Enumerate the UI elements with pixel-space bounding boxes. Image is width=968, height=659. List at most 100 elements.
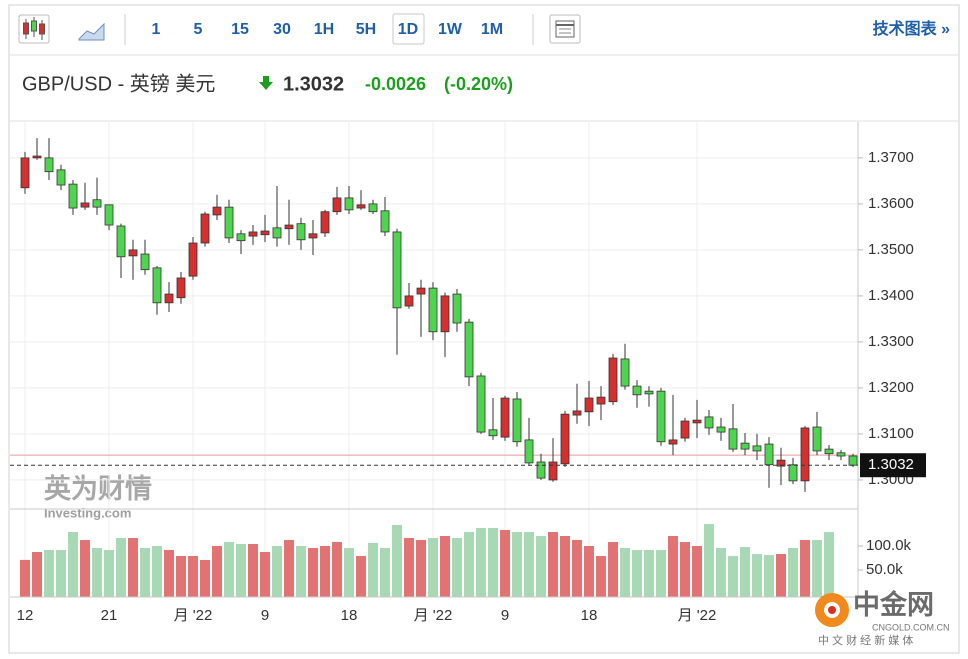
volume-bar xyxy=(272,546,282,597)
candle-body xyxy=(404,295,414,307)
volume-bar xyxy=(464,531,474,597)
interval-button[interactable]: 1H xyxy=(314,21,334,38)
candle-body xyxy=(356,204,366,209)
candle-body xyxy=(524,439,534,464)
volume-bar xyxy=(116,537,126,597)
candle-body xyxy=(764,443,774,466)
volume-bar xyxy=(452,537,462,597)
candle-body xyxy=(548,461,558,481)
y-tick-label: 1.3300 xyxy=(868,333,914,350)
candle-body xyxy=(656,390,666,443)
candle-body xyxy=(248,231,258,237)
candle-body xyxy=(368,203,378,213)
candle-body xyxy=(176,277,186,299)
table-icon[interactable] xyxy=(549,14,581,44)
plot xyxy=(10,122,858,597)
candle-body xyxy=(728,428,738,450)
candle-body xyxy=(80,202,90,208)
volume-bar xyxy=(512,531,522,597)
candle-body xyxy=(416,287,426,295)
candle-body xyxy=(284,224,294,230)
candle-body xyxy=(572,410,582,416)
interval-button[interactable]: 15 xyxy=(231,21,249,38)
candle-body xyxy=(488,429,498,437)
candle-body xyxy=(464,321,474,378)
symbol: GBP/USD - 英镑 美元 xyxy=(22,72,215,95)
candle-body xyxy=(812,426,822,452)
area-icon[interactable] xyxy=(78,22,105,41)
y-tick-label: 1.3500 xyxy=(868,241,914,258)
volume-bar xyxy=(716,548,726,597)
down-arrow xyxy=(259,76,273,90)
candle-body xyxy=(836,452,846,457)
technical-chart-link[interactable]: 技术图表 » xyxy=(873,19,950,38)
watermark-brand-en: Investing.com xyxy=(44,505,131,520)
interval-button[interactable]: 1W xyxy=(438,21,463,38)
x-tick-label: 月 '22 xyxy=(414,607,453,624)
y-tick-label: 1.3700 xyxy=(868,149,914,166)
candle-body xyxy=(608,357,618,403)
volume-bar xyxy=(356,555,366,597)
candle-body xyxy=(476,375,486,433)
x-tick-label: 9 xyxy=(261,607,269,624)
candle-body xyxy=(824,448,834,455)
candle-body xyxy=(236,233,246,242)
interval-button[interactable]: 1D xyxy=(398,21,418,38)
volume-bar xyxy=(416,540,426,597)
change-pct: (-0.20%) xyxy=(444,74,513,94)
candle-body xyxy=(680,420,690,439)
candle-body xyxy=(344,197,354,211)
volume-bar xyxy=(812,540,822,597)
volume-bar xyxy=(572,540,582,597)
volume-bar xyxy=(680,542,690,597)
volume-bar xyxy=(380,548,390,597)
volume-bar xyxy=(776,554,786,597)
volume-bar xyxy=(200,560,210,597)
volume-bar xyxy=(632,549,642,597)
candle-icon[interactable] xyxy=(18,14,50,44)
candle-body xyxy=(68,183,78,209)
volume-bar xyxy=(788,548,798,597)
candle-body xyxy=(536,461,546,479)
candle-body xyxy=(224,206,234,239)
volume-bar xyxy=(548,531,558,597)
x-tick-label: 月 '22 xyxy=(174,607,213,624)
volume-bar xyxy=(656,549,666,597)
site-tagline: 中 文 财 经 新 媒 体 xyxy=(818,633,913,647)
candle-body xyxy=(128,249,138,257)
x-tick-label: 9 xyxy=(501,607,509,624)
candle-body xyxy=(428,287,438,333)
interval-button[interactable]: 5H xyxy=(356,21,376,38)
watermark-brand: 英为财情 xyxy=(44,474,152,504)
candle-body xyxy=(800,427,810,482)
candle-body xyxy=(116,225,126,258)
candle-body xyxy=(20,157,30,189)
volume-tick-label: 100.0k xyxy=(866,537,912,554)
candle-body xyxy=(716,426,726,433)
candle-body xyxy=(668,439,678,445)
interval-button[interactable]: 1 xyxy=(152,21,161,38)
volume-bar xyxy=(824,531,834,597)
change: -0.0026 xyxy=(365,74,426,94)
volume-bar xyxy=(800,540,810,597)
candle-body xyxy=(584,397,594,413)
volume-bar xyxy=(332,542,342,597)
candle-body xyxy=(776,459,786,467)
volume-bar xyxy=(476,528,486,597)
volume-bar xyxy=(344,548,354,597)
candle-body xyxy=(752,445,762,452)
candle-body xyxy=(692,419,702,424)
volume-bar xyxy=(488,528,498,597)
active-interval-box xyxy=(392,13,425,45)
candle-body xyxy=(620,358,630,387)
interval-button[interactable]: 30 xyxy=(273,21,291,38)
x-tick-label: 12 xyxy=(17,607,34,624)
volume-bar xyxy=(524,531,534,597)
candle-body xyxy=(188,242,198,277)
interval-button[interactable]: 1M xyxy=(481,21,503,38)
candle-body xyxy=(260,230,270,236)
site-logo xyxy=(815,593,849,627)
price: 1.3032 xyxy=(283,73,344,95)
volume-bar xyxy=(620,548,630,597)
interval-button[interactable]: 5 xyxy=(194,21,203,38)
